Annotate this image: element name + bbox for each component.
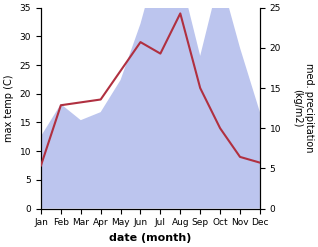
- X-axis label: date (month): date (month): [109, 233, 192, 243]
- Y-axis label: med. precipitation
(kg/m2): med. precipitation (kg/m2): [292, 63, 314, 153]
- Y-axis label: max temp (C): max temp (C): [4, 74, 14, 142]
